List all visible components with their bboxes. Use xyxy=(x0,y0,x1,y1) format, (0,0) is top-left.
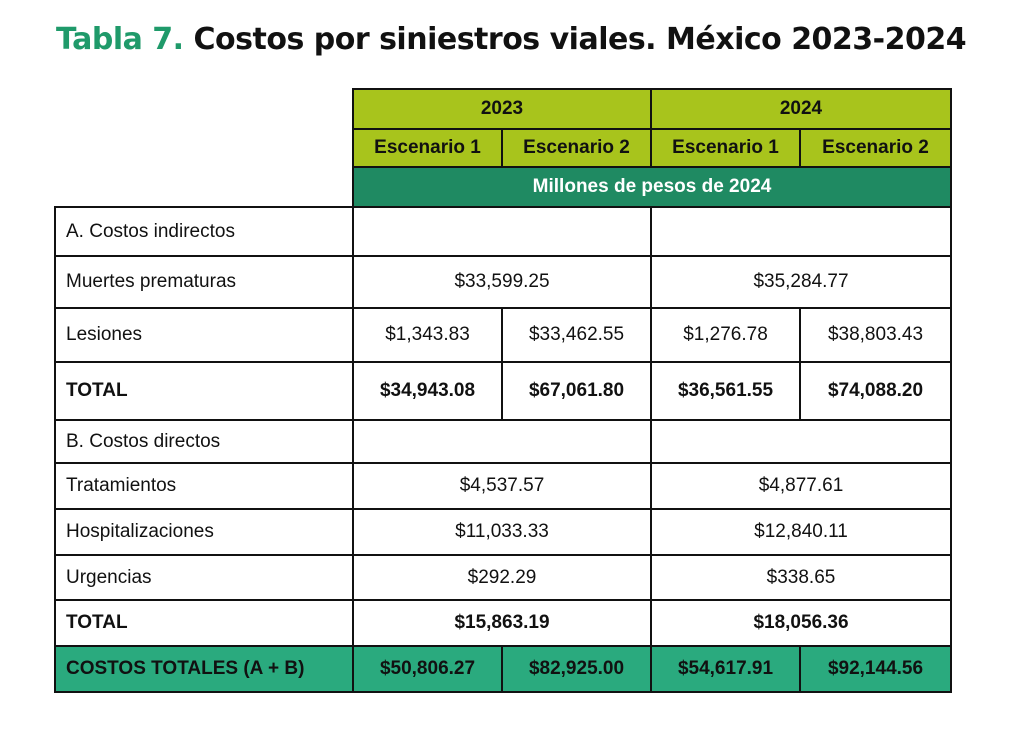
empty-corner xyxy=(55,89,353,129)
empty-cell xyxy=(352,419,652,464)
value-cell: $92,144.56 xyxy=(799,645,952,693)
value-cell: $1,343.83 xyxy=(352,307,503,363)
year-2023-header: 2023 xyxy=(352,88,652,130)
table-number: Tabla 7. xyxy=(56,22,184,57)
scenario-header: Escenario 2 xyxy=(799,128,952,168)
section-label: A. Costos indirectos xyxy=(54,206,354,257)
total-indirect-row: TOTAL $34,943.08 $67,061.80 $36,561.55 $… xyxy=(54,361,952,421)
value-cell: $12,840.11 xyxy=(650,508,952,556)
table-caption: Costos por siniestros viales. México 202… xyxy=(193,22,967,57)
total-direct-row: TOTAL $15,863.19 $18,056.36 xyxy=(54,599,952,647)
value-cell: $82,925.00 xyxy=(501,645,652,693)
value-cell: $15,863.19 xyxy=(352,599,652,647)
value-cell: $54,617.91 xyxy=(650,645,801,693)
empty-corner xyxy=(55,129,353,167)
value-cell: $34,943.08 xyxy=(352,361,503,421)
row-label: TOTAL xyxy=(54,599,354,647)
table-row: Tratamientos $4,537.57 $4,877.61 xyxy=(54,462,952,510)
scenario-header: Escenario 2 xyxy=(501,128,652,168)
scenario-header: Escenario 1 xyxy=(352,128,503,168)
value-cell: $67,061.80 xyxy=(501,361,652,421)
empty-corner xyxy=(55,167,353,207)
value-cell: $38,803.43 xyxy=(799,307,952,363)
empty-cell xyxy=(352,206,652,257)
section-indirect-row: A. Costos indirectos xyxy=(54,206,952,257)
value-cell: $18,056.36 xyxy=(650,599,952,647)
table-title: Tabla 7. Costos por siniestros viales. M… xyxy=(56,22,967,57)
row-label: COSTOS TOTALES (A + B) xyxy=(54,645,354,693)
value-cell: $4,537.57 xyxy=(352,462,652,510)
value-cell: $35,284.77 xyxy=(650,255,952,309)
table-row: Muertes prematuras $33,599.25 $35,284.77 xyxy=(54,255,952,309)
year-2024-header: 2024 xyxy=(650,88,952,130)
table-row: Lesiones $1,343.83 $33,462.55 $1,276.78 … xyxy=(54,307,952,363)
table-row: Urgencias $292.29 $338.65 xyxy=(54,554,952,601)
value-cell: $33,599.25 xyxy=(352,255,652,309)
value-cell: $1,276.78 xyxy=(650,307,801,363)
value-cell: $292.29 xyxy=(352,554,652,601)
year-header-row: 2023 2024 xyxy=(55,88,952,130)
scenario-header-row: Escenario 1 Escenario 2 Escenario 1 Esce… xyxy=(55,128,952,168)
costs-table: 2023 2024 Escenario 1 Escenario 2 Escena… xyxy=(54,88,952,693)
scenario-header: Escenario 1 xyxy=(650,128,801,168)
value-cell: $74,088.20 xyxy=(799,361,952,421)
value-cell: $50,806.27 xyxy=(352,645,503,693)
row-label: Lesiones xyxy=(54,307,354,363)
value-cell: $11,033.33 xyxy=(352,508,652,556)
grand-total-row: COSTOS TOTALES (A + B) $50,806.27 $82,92… xyxy=(54,645,952,693)
value-cell: $36,561.55 xyxy=(650,361,801,421)
units-header: Millones de pesos de 2024 xyxy=(352,166,952,208)
row-label: Muertes prematuras xyxy=(54,255,354,309)
table-row: Hospitalizaciones $11,033.33 $12,840.11 xyxy=(54,508,952,556)
value-cell: $4,877.61 xyxy=(650,462,952,510)
empty-cell xyxy=(650,206,952,257)
value-cell: $338.65 xyxy=(650,554,952,601)
empty-cell xyxy=(650,419,952,464)
row-label: Urgencias xyxy=(54,554,354,601)
section-label: B. Costos directos xyxy=(54,419,354,464)
row-label: Hospitalizaciones xyxy=(54,508,354,556)
row-label: Tratamientos xyxy=(54,462,354,510)
units-row: Millones de pesos de 2024 xyxy=(55,166,952,208)
section-direct-row: B. Costos directos xyxy=(54,419,952,464)
value-cell: $33,462.55 xyxy=(501,307,652,363)
row-label: TOTAL xyxy=(54,361,354,421)
